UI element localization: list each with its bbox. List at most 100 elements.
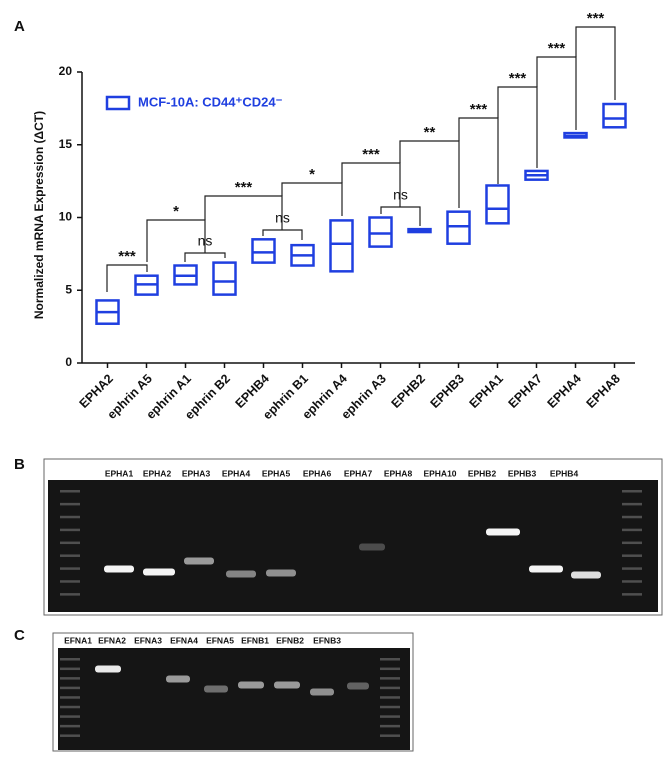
range-box (329, 219, 354, 273)
ladder-band (622, 567, 642, 570)
lane-label: EPHB2 (468, 468, 497, 478)
ladder-band (380, 658, 400, 661)
gel-band (347, 682, 369, 690)
significance-label: * (173, 203, 179, 220)
gel-band (274, 681, 300, 689)
significance-bracket (146, 219, 206, 262)
significance-bracket (536, 56, 577, 130)
gel-band (226, 570, 256, 578)
panel-label: C (14, 627, 25, 644)
legend-swatch (105, 95, 131, 111)
ladder-band (60, 528, 80, 532)
gel-band (359, 543, 385, 551)
gel-band (310, 688, 334, 696)
ladder-band (60, 567, 80, 570)
panel-label: B (14, 456, 25, 473)
ladder-band (60, 715, 80, 718)
gel-band (571, 571, 601, 579)
ladder-band (60, 724, 80, 728)
ladder-band (380, 696, 400, 699)
ladder-band (622, 580, 642, 583)
significance-label: *** (587, 10, 605, 27)
y-tick-label: 20 (59, 64, 73, 78)
y-tick-label: 5 (65, 282, 72, 296)
range-box (485, 184, 510, 225)
lane-label: EFNB1 (241, 635, 269, 645)
ladder-band (622, 593, 642, 596)
y-axis-title: Normalized mRNA Expression (ΔCT) (32, 111, 46, 319)
y-tick-label: 10 (59, 210, 73, 224)
significance-bracket (399, 140, 460, 208)
ladder-band (622, 490, 642, 493)
range-box (251, 238, 276, 264)
gel-band (204, 685, 228, 693)
range-box (446, 210, 471, 245)
legend-label: MCF-10A: CD44⁺CD24⁻ (138, 94, 283, 109)
lane-label: EPHA2 (143, 468, 172, 478)
lane-label: EFNA4 (170, 635, 198, 645)
ladder-band (60, 554, 80, 557)
lane-label: EFNB3 (313, 635, 341, 645)
gel-band (486, 528, 520, 536)
lane-label: EPHA8 (384, 468, 413, 478)
ladder-band (60, 580, 80, 583)
panel-label: A (14, 18, 25, 35)
ladder-band (622, 541, 642, 545)
significance-bracket (281, 182, 343, 216)
lane-label: EPHA7 (344, 468, 373, 478)
lane-label: EFNA5 (206, 635, 234, 645)
ladder-band (60, 515, 80, 519)
ladder-band (622, 528, 642, 532)
gel-band (266, 569, 296, 577)
ladder-band (622, 502, 642, 506)
ladder-band (60, 686, 80, 690)
significance-bracket (458, 117, 499, 184)
significance-bracket (106, 264, 148, 292)
ladder-band (60, 593, 80, 596)
lane-label: EPHA4 (222, 468, 251, 478)
y-tick-label: 0 (65, 355, 72, 369)
significance-label: *** (509, 70, 527, 87)
significance-label: *** (362, 146, 380, 163)
significance-label: * (309, 166, 315, 183)
gel-image (58, 648, 410, 750)
significance-label: *** (470, 101, 488, 118)
ladder-band (380, 734, 400, 737)
ladder-band (60, 705, 80, 709)
lane-label: EPHA5 (262, 468, 291, 478)
ladder-band (60, 677, 80, 680)
range-box (212, 261, 237, 296)
lane-label: EPHB4 (550, 468, 579, 478)
ladder-band (380, 724, 400, 728)
lane-label: EFNA1 (64, 635, 92, 645)
gel-band (104, 565, 134, 573)
lane-label: EFNB2 (276, 635, 304, 645)
ladder-band (60, 490, 80, 493)
ladder-band (60, 696, 80, 699)
lane-label: EFNA3 (134, 635, 162, 645)
range-box (368, 216, 393, 248)
y-tick-label: 15 (59, 137, 73, 151)
ladder-band (60, 667, 80, 671)
ladder-band (380, 686, 400, 690)
significance-bracket (575, 26, 616, 100)
significance-bracket (341, 162, 401, 207)
ladder-band (380, 667, 400, 671)
ladder-band (380, 677, 400, 680)
ladder-band (60, 734, 80, 737)
lane-label: EPHA10 (423, 468, 456, 478)
ladder-band (622, 515, 642, 519)
significance-bracket (497, 86, 538, 168)
ladder-band (380, 705, 400, 709)
lane-label: EPHB3 (508, 468, 537, 478)
lane-label: EPHA6 (303, 468, 332, 478)
significance-bracket (204, 195, 283, 230)
significance-label: *** (548, 40, 566, 57)
ladder-band (60, 658, 80, 661)
gel-image (48, 480, 658, 612)
gel-band (238, 681, 264, 689)
lane-label: EPHA3 (182, 468, 211, 478)
significance-label: *** (118, 248, 136, 265)
gel-band (529, 565, 563, 573)
